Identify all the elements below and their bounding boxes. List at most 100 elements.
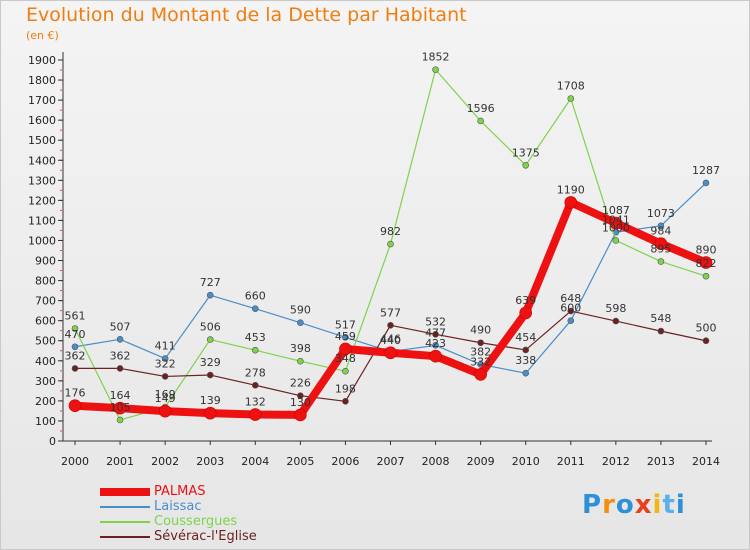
legend-item-severac: Sévérac-l'Eglise xyxy=(100,529,257,544)
data-label-1: 338 xyxy=(515,354,536,367)
data-labels: 176 164 149 139 132 130 459 440 423 332 639 1190 108… xyxy=(65,51,721,414)
data-label-1: 660 xyxy=(245,290,266,303)
logo-letter: t xyxy=(662,490,676,520)
y-tick-label: 1800 xyxy=(28,74,56,87)
legend-swatch-palmas xyxy=(100,487,150,496)
data-point-3 xyxy=(161,373,169,380)
data-point-3 xyxy=(297,392,304,399)
data-label-3: 362 xyxy=(110,349,131,362)
y-tick-label: 100 xyxy=(35,415,56,428)
data-label-2: 453 xyxy=(245,331,266,344)
y-tick-label: 1900 xyxy=(28,54,56,67)
data-point-2 xyxy=(567,95,575,102)
y-tick-label: 0 xyxy=(49,435,56,448)
data-point-2 xyxy=(342,367,349,375)
data-label-3: 490 xyxy=(470,324,491,337)
data-point-1 xyxy=(567,317,575,324)
proxiti-logo: Proxiti xyxy=(582,490,686,520)
data-label-3: 198 xyxy=(335,382,356,395)
data-point-0 xyxy=(203,406,217,420)
data-label-1: 470 xyxy=(65,328,86,341)
data-point-2 xyxy=(71,325,79,332)
data-point-0 xyxy=(654,237,668,250)
data-label-2: 982 xyxy=(380,225,401,238)
legend-item-laissac: Laissac xyxy=(100,499,257,514)
data-label-3: 278 xyxy=(245,366,266,379)
data-label-1: 727 xyxy=(200,276,221,289)
data-label-3: 226 xyxy=(290,377,311,390)
data-point-2 xyxy=(477,117,484,125)
data-label-3: 548 xyxy=(650,312,671,325)
data-label-1: 590 xyxy=(290,304,311,317)
legend-label-laissac: Laissac xyxy=(154,499,202,514)
logo-letter: o xyxy=(615,490,635,520)
data-label-3: 454 xyxy=(515,331,536,344)
y-tick-label: 600 xyxy=(35,315,56,328)
data-point-2 xyxy=(297,357,304,365)
x-tick-label: 2014 xyxy=(692,455,720,468)
legend-label-palmas: PALMAS xyxy=(154,484,206,499)
data-point-3 xyxy=(432,331,439,338)
data-label-3: 648 xyxy=(560,292,581,305)
x-tick-label: 2002 xyxy=(151,455,179,468)
data-label-2: 895 xyxy=(650,243,671,256)
data-label-0: 132 xyxy=(245,396,266,409)
chart-title: Evolution du Montant de la Dette par Hab… xyxy=(26,4,467,26)
data-label-1: 1041 xyxy=(602,213,630,226)
data-label-0: 984 xyxy=(650,225,671,238)
data-label-0: 164 xyxy=(110,389,131,402)
data-label-1: 382 xyxy=(470,345,491,358)
data-point-1 xyxy=(116,336,124,343)
data-label-2: 822 xyxy=(696,257,717,270)
legend-swatch-coussergues xyxy=(100,520,150,523)
logo-letter: x xyxy=(634,490,653,520)
data-point-0 xyxy=(68,399,82,413)
data-label-0: 639 xyxy=(515,294,536,307)
data-point-1 xyxy=(161,355,169,362)
data-label-0: 459 xyxy=(335,330,356,343)
y-tick-label: 1400 xyxy=(28,154,56,167)
data-point-3 xyxy=(251,381,259,389)
data-label-1: 477 xyxy=(425,326,446,339)
data-label-1: 1073 xyxy=(647,207,675,220)
data-point-1 xyxy=(657,222,665,230)
data-label-2: 1375 xyxy=(512,146,540,159)
data-point-3 xyxy=(206,371,214,379)
x-tick-label: 2001 xyxy=(106,455,134,468)
y-tick-label: 800 xyxy=(35,275,56,288)
data-point-0 xyxy=(474,368,487,381)
logo-letter: r xyxy=(602,490,616,520)
data-label-2: 105 xyxy=(110,401,131,414)
y-tick-label: 1600 xyxy=(28,114,56,127)
data-label-2: 1852 xyxy=(422,51,450,64)
data-point-2 xyxy=(432,66,439,73)
data-point-0 xyxy=(339,342,352,356)
data-label-0: 1087 xyxy=(602,204,630,217)
data-point-3 xyxy=(522,346,530,354)
data-label-3: 329 xyxy=(200,356,221,369)
axes: 0 100 200 300 400 500 600 700 800 900 1000 1100 1200… xyxy=(28,52,720,468)
y-tick-label: 700 xyxy=(35,295,56,308)
data-point-0 xyxy=(113,401,127,415)
x-tick-label: 2003 xyxy=(196,455,224,468)
data-label-0: 149 xyxy=(155,392,176,405)
data-point-3 xyxy=(477,339,484,347)
legend: PALMAS Laissac Coussergues Sévérac-l'Egl… xyxy=(100,484,257,544)
data-label-2: 561 xyxy=(65,310,86,323)
legend-swatch-laissac xyxy=(100,505,150,508)
data-point-3 xyxy=(71,365,79,372)
data-point-0 xyxy=(519,306,533,320)
data-point-1 xyxy=(342,334,349,341)
legend-item-palmas: PALMAS xyxy=(100,484,257,499)
data-point-3 xyxy=(567,307,575,315)
data-label-2: 169 xyxy=(155,388,176,401)
data-label-2: 1708 xyxy=(557,80,585,93)
x-tick-label: 2000 xyxy=(61,455,89,468)
data-point-2 xyxy=(251,346,259,354)
data-label-1: 600 xyxy=(560,302,581,315)
data-label-3: 500 xyxy=(696,322,717,335)
legend-label-severac: Sévérac-l'Eglise xyxy=(154,529,257,544)
data-point-2 xyxy=(206,336,214,343)
data-point-2 xyxy=(657,258,665,265)
y-tick-label: 1500 xyxy=(28,134,56,147)
